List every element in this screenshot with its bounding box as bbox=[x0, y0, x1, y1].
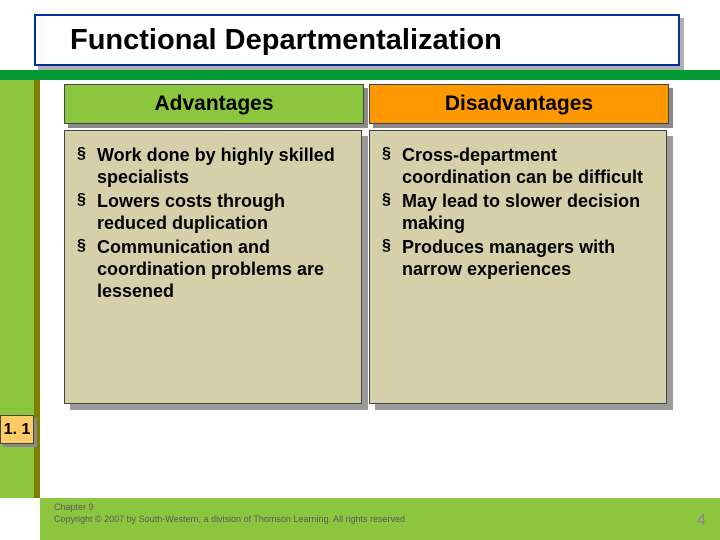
list-item: §Lowers costs through reduced duplicatio… bbox=[77, 191, 349, 235]
bullet-text: May lead to slower decision making bbox=[396, 191, 654, 235]
header-left-cell: Advantages bbox=[64, 84, 369, 128]
bullet-text: Cross-department coordination can be dif… bbox=[396, 145, 654, 189]
disadvantages-box: §Cross-department coordination can be di… bbox=[369, 130, 667, 404]
advantages-header: Advantages bbox=[64, 84, 364, 124]
bullet-icon: § bbox=[77, 237, 91, 303]
side-label-wrap: 1. 1 bbox=[0, 415, 34, 447]
bullet-icon: § bbox=[382, 191, 396, 235]
list-item: §May lead to slower decision making bbox=[382, 191, 654, 235]
accent-bar bbox=[0, 70, 720, 80]
footer-copyright: Copyright © 2007 by South-Western, a div… bbox=[54, 514, 405, 526]
page-number: 4 bbox=[697, 512, 706, 530]
disadvantages-header: Disadvantages bbox=[369, 84, 669, 124]
advantages-list: §Work done by highly skilled specialists… bbox=[77, 145, 349, 303]
bullet-text: Produces managers with narrow experience… bbox=[396, 237, 654, 281]
bullet-text: Communication and coordination problems … bbox=[91, 237, 349, 303]
title-bar: Functional Departmentalization bbox=[34, 14, 684, 70]
footer: Chapter 9 Copyright © 2007 by South-West… bbox=[54, 502, 405, 525]
bullet-icon: § bbox=[77, 191, 91, 235]
header-right-cell: Disadvantages bbox=[369, 84, 674, 128]
list-item: §Work done by highly skilled specialists bbox=[77, 145, 349, 189]
bullet-icon: § bbox=[382, 237, 396, 281]
list-item: §Produces managers with narrow experienc… bbox=[382, 237, 654, 281]
section-number-label: 1. 1 bbox=[0, 415, 34, 444]
bullet-text: Lowers costs through reduced duplication bbox=[91, 191, 349, 235]
header-row: Advantages Disadvantages bbox=[64, 84, 674, 128]
bullet-icon: § bbox=[77, 145, 91, 189]
slide: Functional Departmentalization Advantage… bbox=[0, 0, 720, 540]
bullet-icon: § bbox=[382, 145, 396, 189]
list-item: §Communication and coordination problems… bbox=[77, 237, 349, 303]
bullet-text: Work done by highly skilled specialists bbox=[91, 145, 349, 189]
list-item: §Cross-department coordination can be di… bbox=[382, 145, 654, 189]
advantages-box: §Work done by highly skilled specialists… bbox=[64, 130, 362, 404]
footer-chapter: Chapter 9 bbox=[54, 502, 405, 514]
disadvantages-list: §Cross-department coordination can be di… bbox=[382, 145, 654, 281]
slide-title: Functional Departmentalization bbox=[70, 24, 502, 57]
